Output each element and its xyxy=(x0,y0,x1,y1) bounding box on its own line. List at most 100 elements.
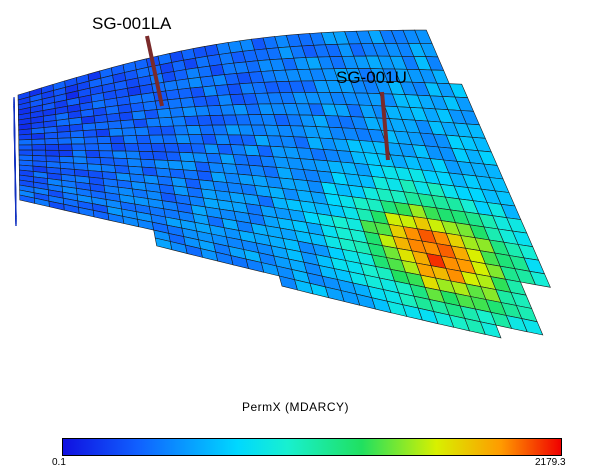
grid-cell xyxy=(186,125,202,135)
colorbar-min-label: 0.1 xyxy=(52,457,66,468)
grid-cell xyxy=(81,122,97,131)
grid-cell xyxy=(165,89,181,101)
grid-cell xyxy=(108,127,124,137)
grid-cell xyxy=(171,116,187,127)
grid-cell xyxy=(59,155,74,164)
grid-cell xyxy=(147,126,163,136)
grid-cell xyxy=(83,136,99,145)
grid-cell xyxy=(140,92,156,103)
grid-cell xyxy=(156,108,172,119)
grid-cell xyxy=(150,143,167,153)
grid-cell xyxy=(31,144,46,151)
grid-cell xyxy=(71,150,87,158)
grid-cell xyxy=(167,98,183,109)
grid-cell xyxy=(137,143,153,152)
grid-cell xyxy=(107,120,123,130)
grid-cell xyxy=(140,158,157,169)
grid-cell xyxy=(18,139,33,146)
grid-cell xyxy=(194,161,211,173)
grid-cell xyxy=(70,136,86,145)
grid-cell xyxy=(132,118,148,129)
grid-cell xyxy=(120,119,136,129)
grid-cell xyxy=(94,121,110,131)
grid-cell xyxy=(44,131,59,140)
grid-cell xyxy=(177,143,194,154)
grid-cell xyxy=(106,112,121,123)
grid-cell xyxy=(148,134,165,144)
grid-cell xyxy=(158,116,174,127)
grid-cell xyxy=(134,126,150,136)
grid-cell xyxy=(85,150,101,158)
grid-cell xyxy=(183,115,200,127)
grid-cell xyxy=(180,160,198,172)
grid-cell xyxy=(160,125,176,136)
reservoir-grid xyxy=(13,29,551,339)
grid-cell xyxy=(161,134,178,144)
grid-cell xyxy=(57,137,72,145)
grid-cell xyxy=(126,158,143,168)
grid-cell xyxy=(56,124,71,133)
grid-cell xyxy=(122,135,138,144)
grid-cell xyxy=(167,160,184,171)
grid-cell xyxy=(118,111,134,122)
grid-cell xyxy=(175,134,191,145)
grid-cell xyxy=(182,169,200,181)
grid-cell xyxy=(69,130,85,139)
grid-cell xyxy=(138,150,155,161)
grid-cell xyxy=(31,132,46,140)
grid-cell xyxy=(86,156,102,165)
grid-cell xyxy=(521,318,544,336)
grid-cell xyxy=(98,150,114,159)
grid-cell xyxy=(96,135,112,145)
grid-cell xyxy=(99,157,115,166)
grid-cell xyxy=(44,143,60,151)
grid-cell xyxy=(178,151,196,163)
well-label-sg-001u: SG-001U xyxy=(336,68,407,87)
grid-cell xyxy=(58,143,73,151)
grid-cell xyxy=(152,151,169,161)
grid-cell xyxy=(31,149,47,157)
grid-cell xyxy=(109,135,125,144)
layer-edge xyxy=(13,105,17,227)
grid-cell xyxy=(95,128,111,138)
grid-cell xyxy=(124,143,140,152)
grid-cell xyxy=(131,110,147,121)
grid-cell xyxy=(173,125,189,136)
grid-cell xyxy=(125,150,141,160)
grid-cell xyxy=(93,114,109,124)
grid-cell xyxy=(129,102,145,113)
colorbar xyxy=(62,438,562,456)
grid-cell xyxy=(111,150,128,159)
grid-cell xyxy=(18,144,33,151)
grid-cell xyxy=(18,133,33,141)
grid-cell xyxy=(188,134,205,145)
well-label-sg-001la: SG-001LA xyxy=(92,14,172,33)
well-path-sg-001u[interactable] xyxy=(380,91,390,161)
grid-cell xyxy=(190,143,207,154)
grid-cell xyxy=(110,143,127,152)
grid-cell xyxy=(72,156,88,165)
grid-cell xyxy=(18,149,33,156)
grid-cell xyxy=(121,127,137,137)
grid-cell xyxy=(169,107,185,118)
grid-cell xyxy=(71,143,86,151)
well-paths: SG-001LA SG-001U xyxy=(92,14,407,161)
grid-cell xyxy=(113,157,129,167)
grid-cell xyxy=(31,138,46,146)
grid-cell xyxy=(44,137,59,145)
grid-cell xyxy=(165,151,182,162)
grid-cell xyxy=(163,80,179,92)
grid-cell xyxy=(144,109,160,120)
grid-cell xyxy=(135,134,152,144)
grid-cell xyxy=(56,131,72,139)
grid-cell xyxy=(175,78,191,90)
grid-cell xyxy=(58,149,74,158)
grid-cell xyxy=(479,321,502,339)
grid-cell xyxy=(82,129,98,138)
well-path-sg-001la[interactable] xyxy=(145,35,164,107)
colorbar-max-label: 2179.3 xyxy=(535,457,566,468)
grid-cell xyxy=(97,143,113,152)
grid-cell xyxy=(32,155,47,162)
